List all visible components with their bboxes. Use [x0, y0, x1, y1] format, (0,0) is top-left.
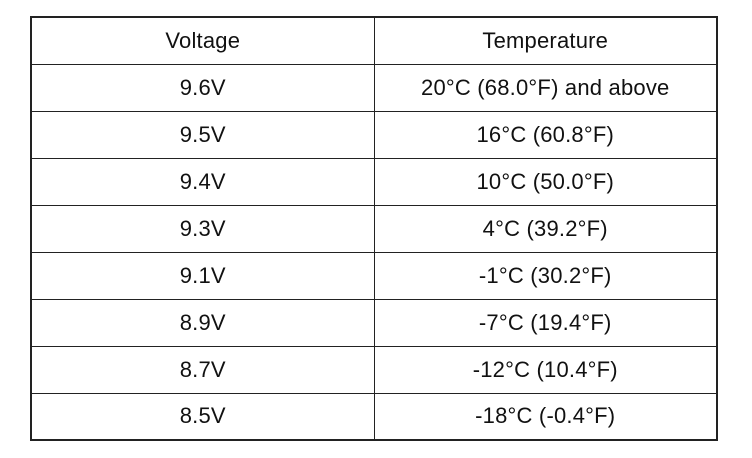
table-row: 8.5V -18°C (-0.4°F): [30, 392, 718, 441]
table-row: 9.1V -1°C (30.2°F): [30, 251, 718, 300]
table-row: 9.6V 20°C (68.0°F) and above: [30, 63, 718, 112]
header-temperature: Temperature: [373, 16, 718, 65]
table-row: 9.4V 10°C (50.0°F): [30, 157, 718, 206]
voltage-temperature-table: Voltage Temperature 9.6V 20°C (68.0°F) a…: [30, 16, 718, 441]
cell-voltage: 8.5V: [30, 392, 375, 441]
table-row: 9.3V 4°C (39.2°F): [30, 204, 718, 253]
cell-voltage: 8.9V: [30, 298, 375, 347]
table-row: 8.7V -12°C (10.4°F): [30, 345, 718, 394]
cell-temperature: -7°C (19.4°F): [373, 298, 718, 347]
cell-voltage: 9.5V: [30, 110, 375, 159]
cell-temperature: 16°C (60.8°F): [373, 110, 718, 159]
header-voltage: Voltage: [30, 16, 375, 65]
cell-temperature: -1°C (30.2°F): [373, 251, 718, 300]
table-row: 9.5V 16°C (60.8°F): [30, 110, 718, 159]
table-row: 8.9V -7°C (19.4°F): [30, 298, 718, 347]
cell-voltage: 9.1V: [30, 251, 375, 300]
cell-temperature: 4°C (39.2°F): [373, 204, 718, 253]
cell-voltage: 9.4V: [30, 157, 375, 206]
cell-temperature: -18°C (-0.4°F): [373, 392, 718, 441]
voltage-temperature-table-container: Voltage Temperature 9.6V 20°C (68.0°F) a…: [30, 16, 718, 441]
cell-temperature: 20°C (68.0°F) and above: [373, 63, 718, 112]
cell-voltage: 9.3V: [30, 204, 375, 253]
cell-voltage: 9.6V: [30, 63, 375, 112]
cell-temperature: 10°C (50.0°F): [373, 157, 718, 206]
cell-temperature: -12°C (10.4°F): [373, 345, 718, 394]
cell-voltage: 8.7V: [30, 345, 375, 394]
table-header-row: Voltage Temperature: [30, 16, 718, 65]
